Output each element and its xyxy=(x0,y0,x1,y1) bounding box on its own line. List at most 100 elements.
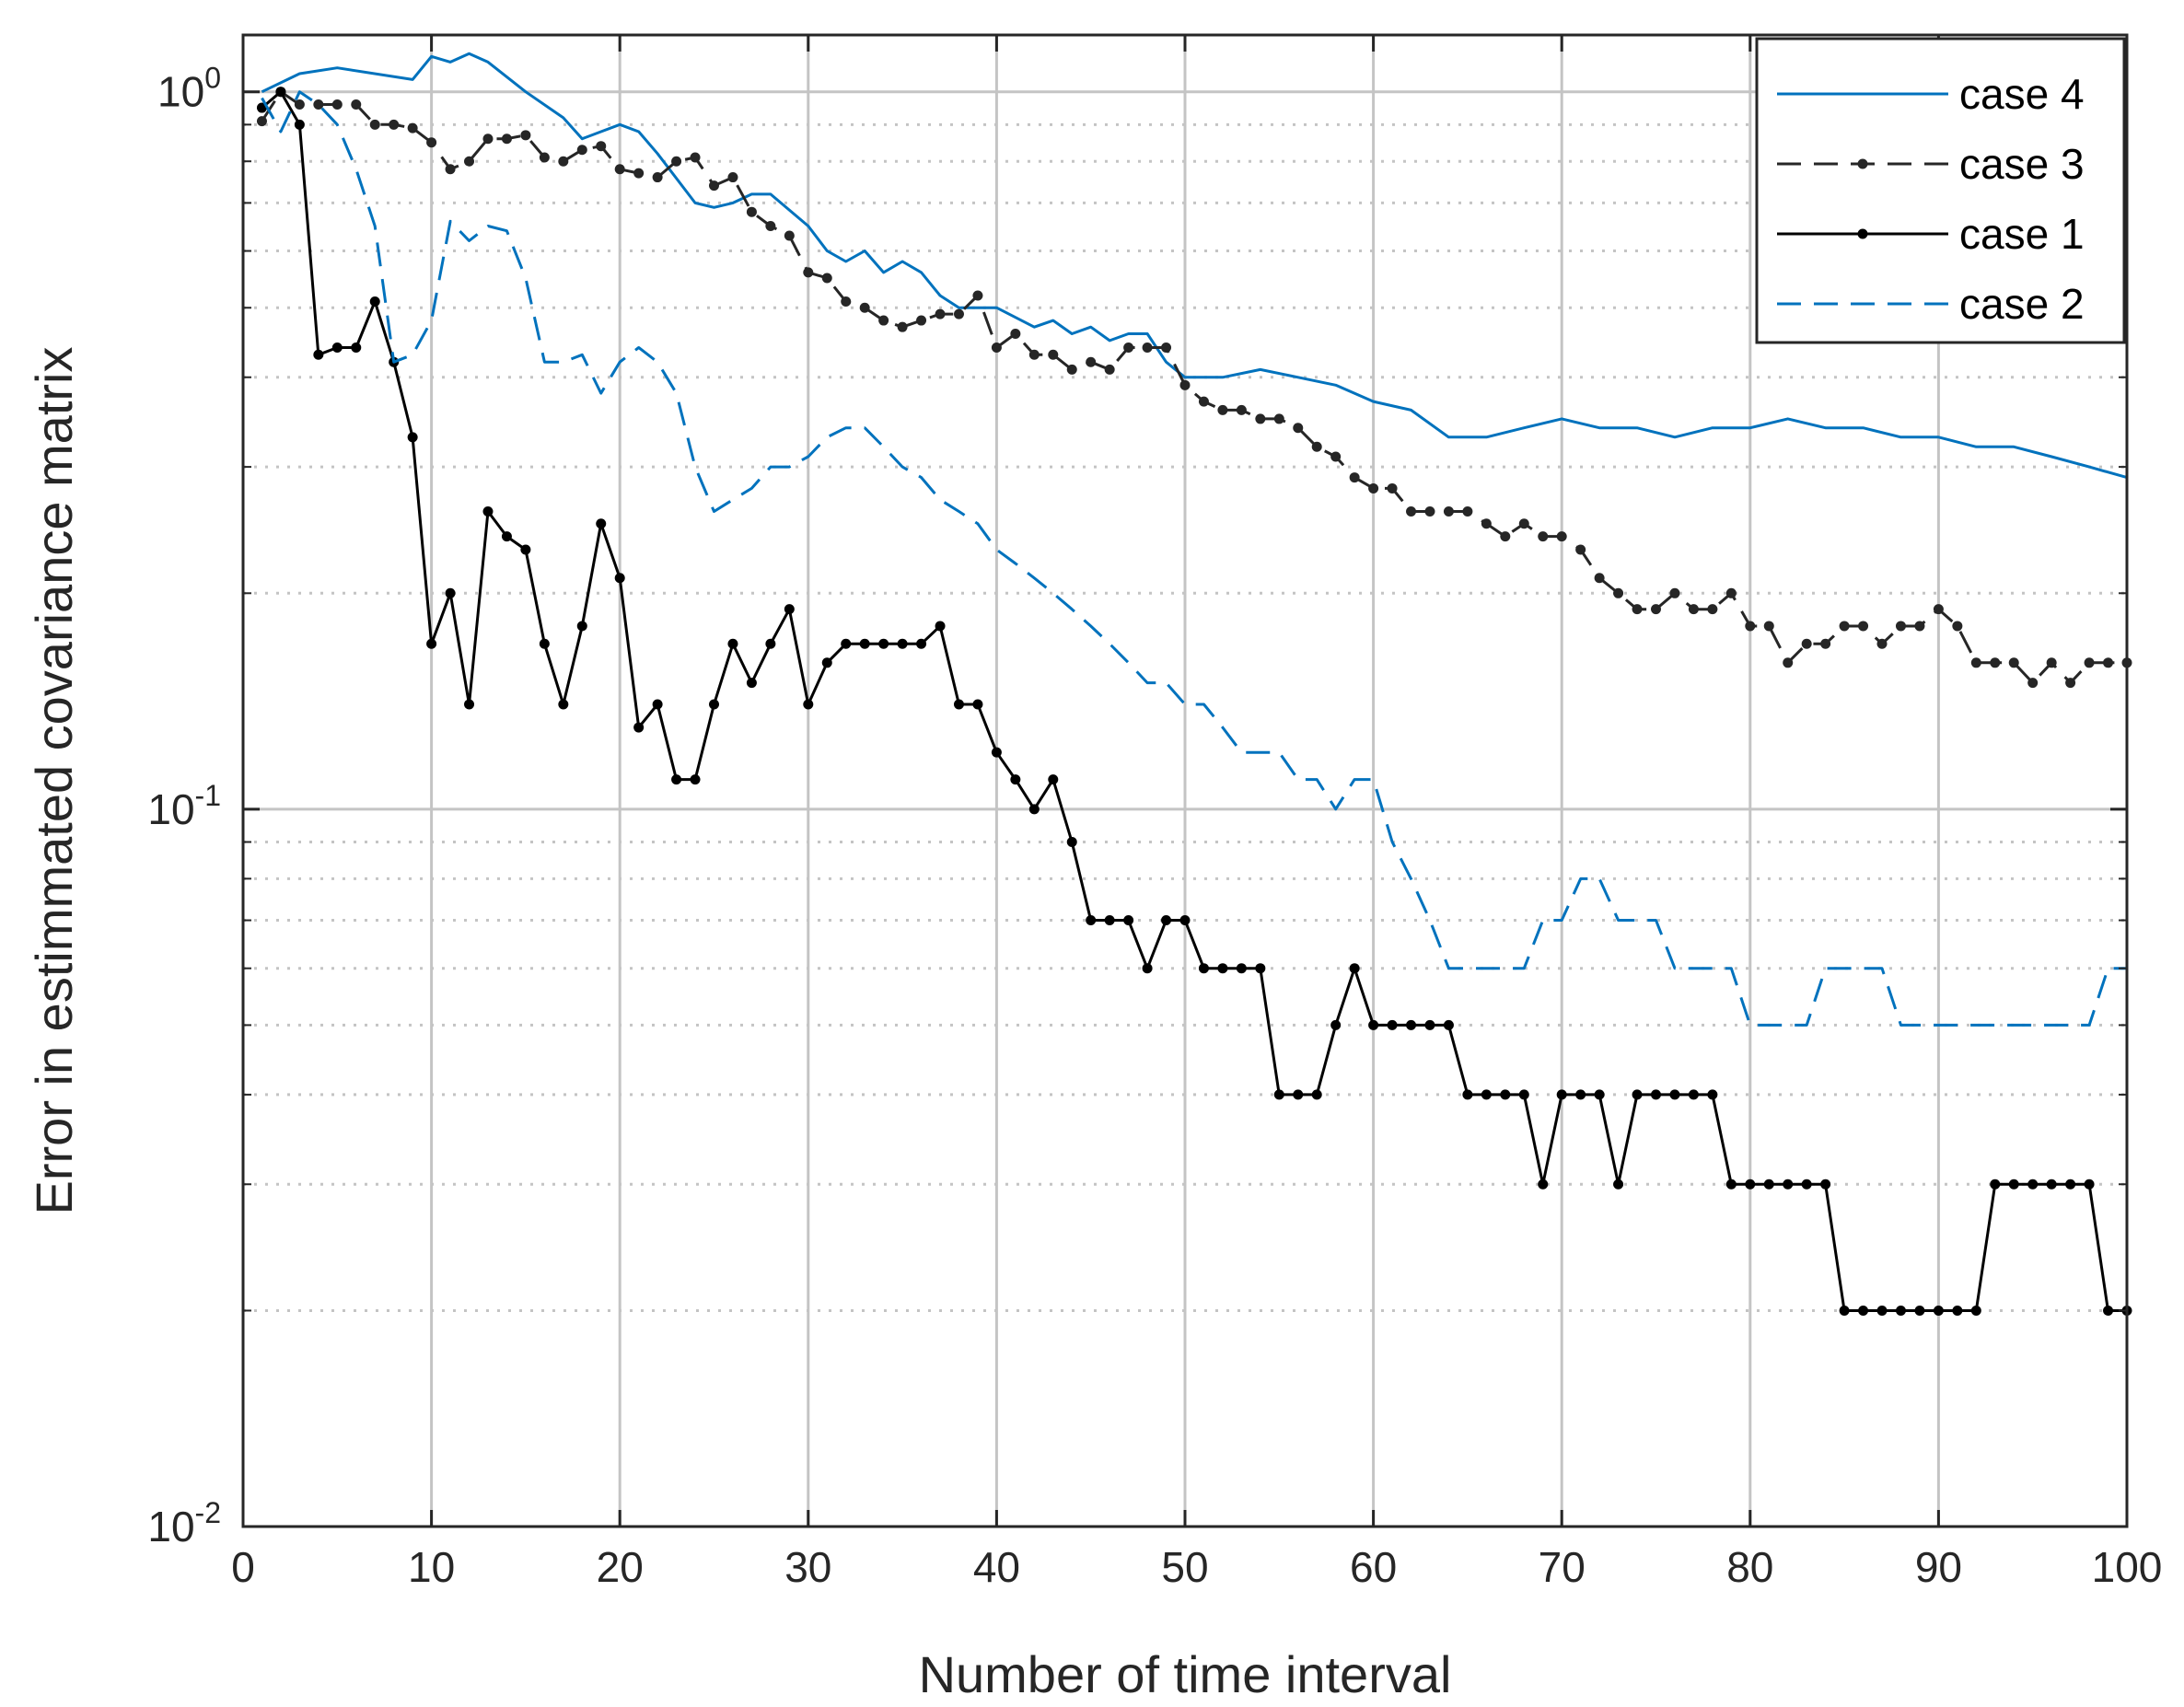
data-point xyxy=(784,604,795,615)
data-point xyxy=(1500,1089,1511,1100)
data-point xyxy=(1123,915,1134,926)
data-point xyxy=(389,119,400,130)
data-point xyxy=(1933,604,1944,615)
x-tick-label: 100 xyxy=(2092,1543,2163,1591)
data-point xyxy=(1161,342,1172,353)
data-point xyxy=(2027,678,2039,689)
data-point xyxy=(1669,1089,1680,1100)
data-point xyxy=(709,180,719,192)
data-point xyxy=(1217,404,1228,415)
data-point xyxy=(821,657,832,668)
x-tick-label: 10 xyxy=(408,1543,455,1591)
data-point xyxy=(841,296,852,308)
data-point xyxy=(1311,1089,1322,1100)
data-point xyxy=(652,699,663,710)
data-point xyxy=(1236,404,1247,415)
data-point xyxy=(1876,638,1888,649)
data-point xyxy=(294,99,305,110)
data-point xyxy=(1895,621,1906,632)
data-point xyxy=(351,342,362,353)
data-point xyxy=(369,296,380,308)
x-tick-label: 70 xyxy=(1539,1543,1586,1591)
data-point xyxy=(1858,621,1869,632)
data-point xyxy=(953,699,964,710)
y-tick-base: 10 xyxy=(147,1503,194,1550)
x-tick-label: 80 xyxy=(1726,1543,1773,1591)
data-point xyxy=(821,273,832,284)
legend-label: case 4 xyxy=(1959,70,2085,118)
data-point xyxy=(1406,1019,1417,1030)
data-point xyxy=(1443,1019,1454,1030)
data-point xyxy=(1311,441,1322,452)
data-point xyxy=(1330,1019,1342,1030)
data-point xyxy=(1086,915,1097,926)
data-point xyxy=(916,638,927,649)
data-point xyxy=(1839,621,1850,632)
data-point xyxy=(1990,657,2001,668)
data-point xyxy=(2008,1179,2019,1190)
data-point xyxy=(1293,423,1304,434)
data-point xyxy=(445,164,456,175)
data-point xyxy=(1669,587,1680,598)
data-point xyxy=(520,544,531,555)
data-point xyxy=(991,747,1002,758)
y-tick-exponent: 0 xyxy=(204,62,221,95)
data-point xyxy=(841,638,852,649)
data-point xyxy=(1538,531,1549,542)
data-point xyxy=(1632,1089,1643,1100)
data-point xyxy=(1236,963,1247,974)
data-point xyxy=(1255,413,1266,424)
y-tick-exponent: -2 xyxy=(195,1496,221,1529)
legend-label: case 3 xyxy=(1959,140,2085,188)
series-case-3 xyxy=(256,87,2132,689)
data-point xyxy=(935,308,946,319)
x-tick-label: 50 xyxy=(1161,1543,1208,1591)
series-layer xyxy=(256,52,2132,1316)
data-point xyxy=(859,638,870,649)
data-point xyxy=(1518,518,1529,529)
data-point xyxy=(1914,1305,1925,1316)
data-point xyxy=(803,267,814,278)
y-tick-label: 10-1 xyxy=(147,779,221,833)
x-axis-label: Number of time interval xyxy=(919,1645,1452,1703)
data-point xyxy=(746,206,757,217)
data-point xyxy=(878,315,889,326)
y-axis-label: Error in estimmated covariance matrix xyxy=(25,347,83,1215)
data-point xyxy=(1876,1305,1888,1316)
data-point xyxy=(1273,413,1284,424)
data-point xyxy=(482,506,494,517)
data-point xyxy=(1048,774,1059,785)
data-point xyxy=(633,722,645,733)
data-point xyxy=(1839,1305,1850,1316)
data-point xyxy=(1594,1089,1605,1100)
data-point xyxy=(2103,657,2114,668)
data-point xyxy=(709,699,719,710)
data-point xyxy=(576,145,587,156)
data-point xyxy=(1028,349,1040,360)
data-point xyxy=(1387,482,1398,494)
data-point xyxy=(1688,604,1699,615)
data-point xyxy=(407,122,418,134)
data-point xyxy=(897,638,908,649)
data-point xyxy=(991,342,1002,353)
series-case-4 xyxy=(261,52,2128,480)
data-point xyxy=(953,308,964,319)
data-point xyxy=(1801,638,1812,649)
data-point xyxy=(1745,621,1756,632)
y-tick-base: 10 xyxy=(157,68,204,116)
data-point xyxy=(765,220,776,231)
data-point xyxy=(596,518,607,529)
legend-label: case 2 xyxy=(1959,280,2085,328)
data-point xyxy=(1707,1089,1718,1100)
data-point xyxy=(1255,963,1266,974)
data-point xyxy=(803,699,814,710)
data-point xyxy=(1349,472,1360,483)
data-point xyxy=(1783,1179,1794,1190)
data-point xyxy=(727,638,738,649)
data-point xyxy=(2046,1179,2057,1190)
data-point xyxy=(369,119,380,130)
data-point xyxy=(1048,349,1059,360)
legend: case 4 case 3 case 1 case 2 xyxy=(1755,37,2126,344)
series-line xyxy=(261,52,2128,480)
data-point xyxy=(1556,531,1567,542)
